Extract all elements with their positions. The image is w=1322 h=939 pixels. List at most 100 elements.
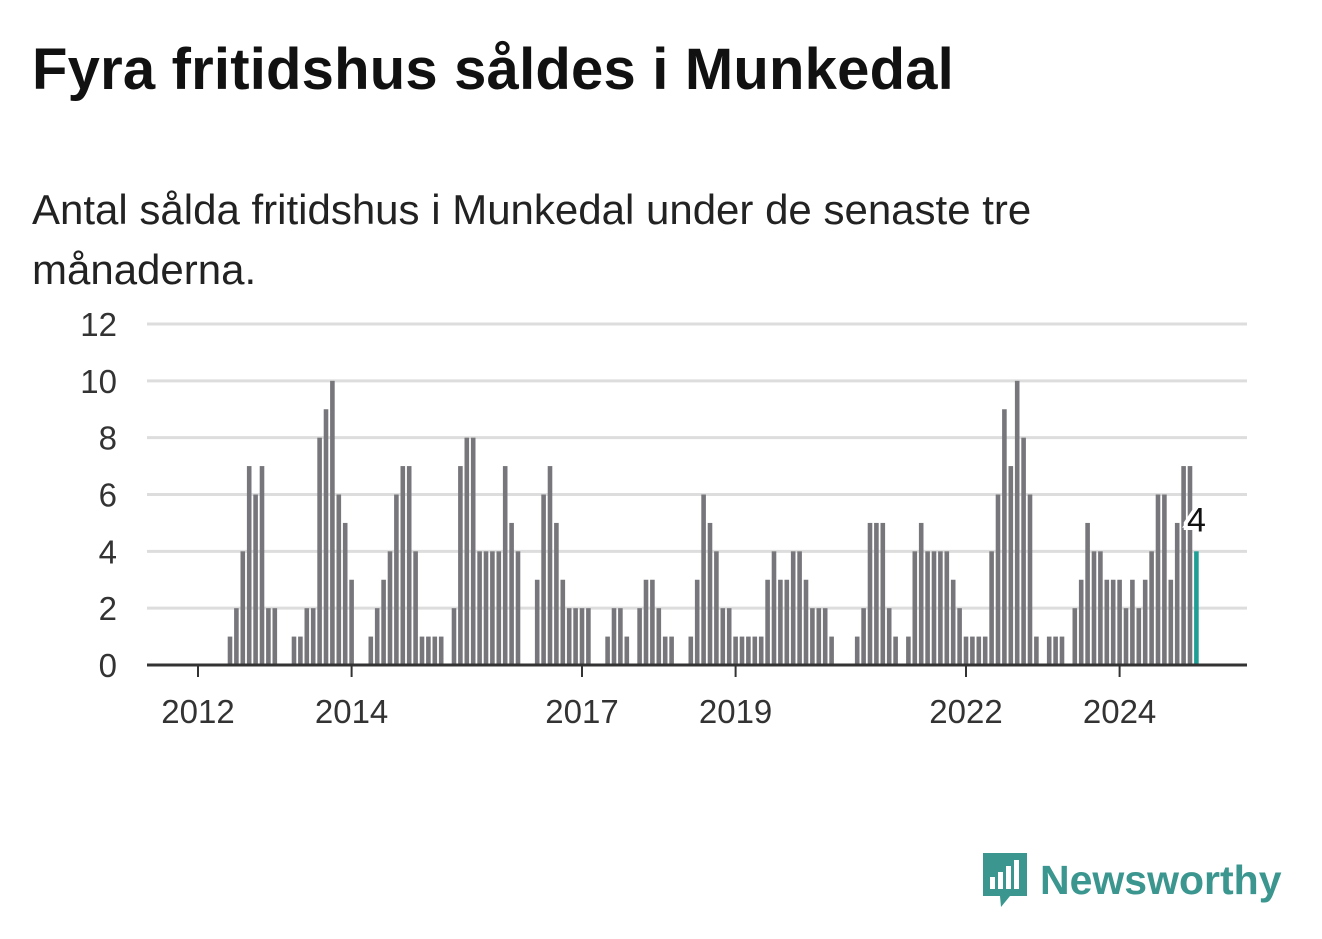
bar [317,437,322,665]
bar [1085,522,1090,665]
y-tick-label: 10 [80,363,117,400]
bar [1008,466,1014,665]
bar [739,636,745,665]
bar [1021,437,1026,665]
y-axis-ticks: 0 2 4 6 8 10 12 [80,306,117,684]
bar [1123,608,1129,665]
bar [733,636,738,665]
bar [438,636,444,665]
bar-chart: 0 2 4 6 8 10 12 2012 2014 2017 2019 2022 2024 4 [80,306,1247,730]
bar [304,608,310,665]
bar [694,579,700,665]
bar [381,579,386,665]
bar [688,636,694,665]
newsworthy-logo-icon [983,853,1027,907]
bars [227,380,1199,665]
annotations: 4 [1183,497,1210,543]
bar [662,636,668,665]
bar [432,636,438,665]
bar [259,466,265,665]
bar [1034,636,1039,665]
x-tick-label: 2024 [1083,693,1156,730]
bar [989,551,994,665]
y-tick-label: 2 [99,590,117,627]
bar [1104,579,1110,665]
bar [976,636,982,665]
bar [618,608,623,665]
bar [778,579,783,665]
bar [1130,579,1135,665]
bar [886,608,892,665]
bar [816,608,822,665]
y-tick-label: 12 [80,306,117,343]
grid-lines [147,322,1247,610]
bar [669,636,674,665]
bar [771,551,777,665]
bar [1078,579,1084,665]
bar [310,608,316,665]
bar [912,551,918,665]
bar [643,579,649,665]
bar [950,579,956,665]
bar [1014,380,1020,665]
bar [387,551,393,665]
bar [349,579,354,665]
bar [413,551,418,665]
bar [272,608,278,665]
bar [515,551,521,665]
bar [1046,636,1052,665]
bar [1187,466,1193,665]
bar [490,551,495,665]
x-tick-label: 2012 [161,693,234,730]
bar [1098,551,1103,665]
bar [810,608,815,665]
x-axis-ticks: 2012 2014 2017 2019 2022 2024 [161,665,1156,730]
bar [464,437,470,665]
bar [266,608,271,665]
bar [541,494,546,665]
bar [227,636,233,665]
bar [797,551,802,665]
bar [931,551,937,665]
bar [918,522,924,665]
bar [637,608,642,665]
bar [1155,494,1161,665]
bar [342,522,348,665]
bar [707,522,713,665]
bar [330,380,335,665]
bar [246,466,252,665]
bar [720,608,726,665]
chart-title: Fyra fritidshus såldes i Munkedal [32,37,954,102]
bar [573,608,578,665]
y-tick-label: 0 [99,647,117,684]
x-tick-label: 2017 [545,693,618,730]
bar [470,437,476,665]
bar [406,466,412,665]
bar [1117,579,1122,665]
bar [906,636,911,665]
bar [1142,579,1148,665]
bar [336,494,342,665]
bar [1181,466,1186,665]
bar [752,636,758,665]
bar [483,551,489,665]
bar [854,636,860,665]
bar [323,409,329,665]
bar [1174,522,1180,665]
last-value-label: 4 [1187,501,1206,539]
bar [650,579,655,665]
bar [714,551,719,665]
bar [1136,608,1142,665]
bar [419,636,425,665]
bar [803,579,809,665]
bar [829,636,834,665]
bar [560,579,566,665]
bar [496,551,502,665]
bar [509,522,514,665]
bar [368,636,374,665]
bar [925,551,930,665]
bar [374,608,380,665]
bar [1168,579,1174,665]
bar [611,608,617,665]
bar [938,551,943,665]
